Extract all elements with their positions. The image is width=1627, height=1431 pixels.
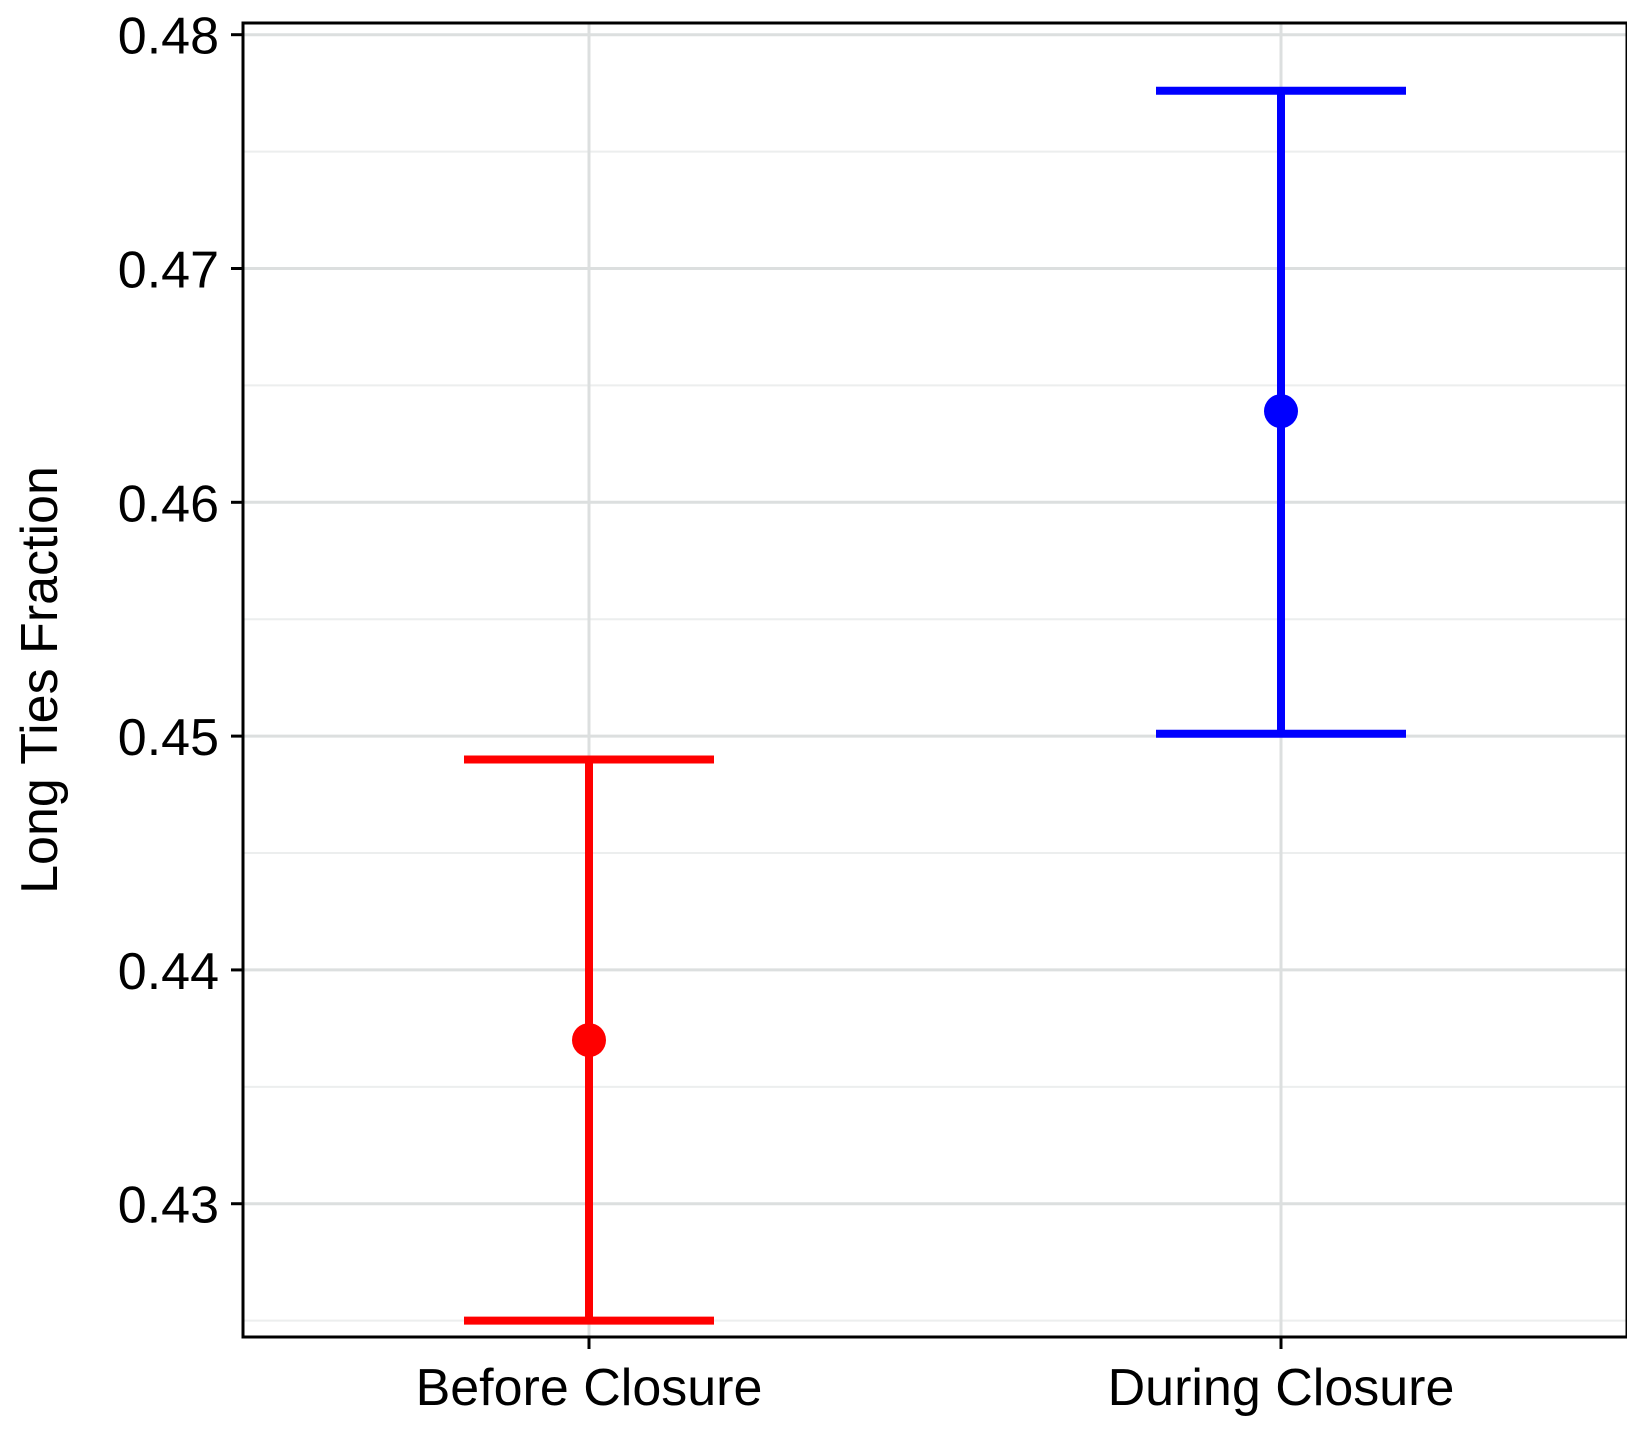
y-tick-label: 0.45 <box>118 709 219 767</box>
axes: 0.43 0.44 0.45 0.46 0.47 0.48 Before Closure Du… <box>118 8 1455 1417</box>
x-tick-label: During Closure <box>1108 1359 1455 1417</box>
y-tick-label: 0.43 <box>118 1177 219 1235</box>
y-tick-label: 0.44 <box>118 943 219 1001</box>
grid-lines <box>243 23 1627 1337</box>
error-bar-marks <box>464 86 1406 1325</box>
y-axis-title: Long Ties Fraction <box>11 466 69 894</box>
y-tick-label: 0.46 <box>118 475 219 533</box>
mean-point <box>572 1023 606 1058</box>
y-tick-label: 0.48 <box>118 8 219 66</box>
mean-point <box>1264 394 1298 429</box>
plot-panel-border <box>241 21 1627 1339</box>
x-tick-label: Before Closure <box>416 1359 763 1417</box>
y-tick-label: 0.47 <box>118 241 219 299</box>
